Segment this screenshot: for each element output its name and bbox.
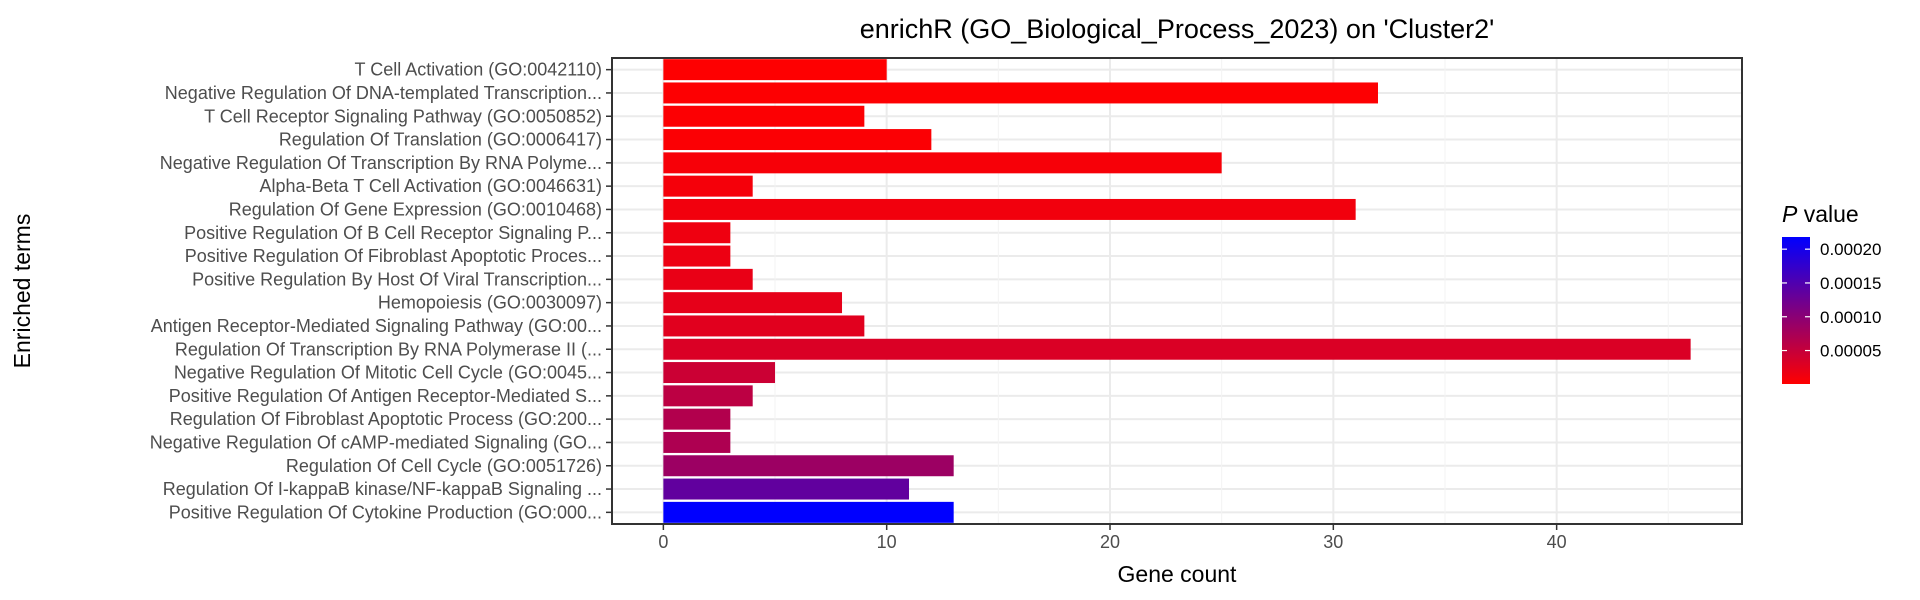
bar [663, 385, 753, 407]
bar [663, 431, 731, 453]
y-tick-label: Negative Regulation Of Mitotic Cell Cycl… [174, 363, 602, 383]
y-tick-label: T Cell Activation (GO:0042110) [355, 60, 602, 80]
bar [663, 152, 1222, 174]
x-tick-label: 30 [1323, 532, 1343, 552]
bar [663, 59, 887, 81]
bar [663, 245, 731, 267]
legend-tick-label: 0.00020 [1820, 240, 1881, 259]
legend-tick-label: 0.00015 [1820, 274, 1881, 293]
y-tick-label: Negative Regulation Of DNA-templated Tra… [165, 83, 602, 103]
legend-title: P value [1782, 201, 1859, 227]
legend-colorbar [1782, 237, 1810, 384]
bar [663, 198, 1356, 220]
y-tick-label: Regulation Of Fibroblast Apoptotic Proce… [170, 409, 602, 429]
plot-panel [611, 57, 1743, 525]
x-tick-label: 20 [1100, 532, 1120, 552]
bar [663, 222, 731, 244]
y-tick-label: T Cell Receptor Signaling Pathway (GO:00… [204, 106, 602, 126]
x-tick-label: 0 [658, 532, 668, 552]
legend-tick-label: 0.00010 [1820, 308, 1881, 327]
bar [663, 175, 753, 197]
y-tick-label: Positive Regulation Of Antigen Receptor-… [169, 386, 602, 406]
y-tick-label: Negative Regulation Of Transcription By … [160, 153, 602, 173]
x-tick-label: 10 [877, 532, 897, 552]
bar [663, 478, 910, 500]
y-tick-label: Alpha-Beta T Cell Activation (GO:0046631… [259, 176, 602, 196]
legend-title-italic: P [1782, 201, 1798, 227]
y-tick-label: Hemopoiesis (GO:0030097) [378, 293, 602, 313]
bar [663, 268, 753, 290]
x-tick-label: 40 [1547, 532, 1567, 552]
bar [663, 455, 954, 477]
x-axis-title: Gene count [1118, 561, 1238, 587]
bar [663, 362, 776, 384]
y-tick-label: Positive Regulation Of Fibroblast Apopto… [185, 246, 602, 266]
y-axis-title: Enriched terms [9, 214, 35, 369]
y-tick-label: Regulation Of Transcription By RNA Polym… [175, 339, 602, 359]
bar [663, 129, 932, 151]
y-tick-label: Positive Regulation Of Cytokine Producti… [169, 502, 602, 522]
legend-title-rest: value [1797, 201, 1858, 227]
y-tick-label: Regulation Of Translation (GO:0006417) [279, 130, 602, 150]
y-tick-label: Negative Regulation Of cAMP-mediated Sig… [150, 432, 602, 452]
panel-border [611, 57, 1743, 525]
bar [663, 82, 1378, 104]
y-tick-label: Positive Regulation By Host Of Viral Tra… [192, 269, 602, 289]
y-tick-label: Regulation Of Gene Expression (GO:001046… [229, 199, 602, 219]
bar [663, 105, 865, 127]
y-tick-label: Regulation Of I-kappaB kinase/NF-kappaB … [163, 479, 602, 499]
bar [663, 292, 843, 314]
panel-background [612, 58, 1742, 524]
legend-tick-label: 0.00005 [1820, 342, 1881, 361]
bar [663, 338, 1691, 360]
bar [663, 501, 954, 523]
y-tick-label: Antigen Receptor-Mediated Signaling Path… [151, 316, 602, 336]
bar [663, 315, 865, 337]
chart-title: enrichR (GO_Biological_Process_2023) on … [860, 14, 1495, 44]
y-axis: T Cell Activation (GO:0042110) Negative R… [150, 60, 612, 522]
y-tick-label: Regulation Of Cell Cycle (GO:0051726) [286, 456, 602, 476]
y-tick-label: Positive Regulation Of B Cell Receptor S… [184, 223, 602, 243]
bar [663, 408, 731, 430]
legend: P value 0.00005 0.00010 0.00015 0.00020 [1782, 201, 1881, 384]
x-axis: 0 10 20 30 40 [658, 524, 1567, 552]
